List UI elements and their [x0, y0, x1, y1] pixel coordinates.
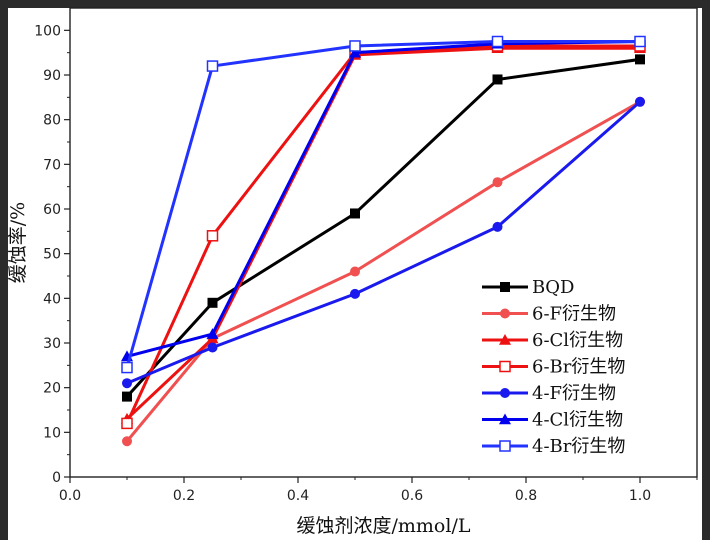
y-tick-label: 40 [43, 291, 61, 307]
axes: 0.0 0.2 0.4 0.6 0.8 1.0 0 10 20 30 40 50 60 70 80 90 100 [34, 7, 698, 504]
x-tick-label: 0.4 [287, 488, 309, 504]
legend-label: 4-Cl衍生物 [532, 410, 623, 431]
legend-item: 4-F衍生物 [482, 383, 616, 404]
x-tick-label: 0.8 [515, 488, 537, 504]
series-4 [122, 96, 645, 389]
data-point [349, 40, 361, 52]
x-tick-label: 0.2 [173, 488, 195, 504]
legend-swatch-marker [500, 308, 510, 319]
data-point [349, 46, 361, 58]
plot-frame [69, 7, 698, 478]
data-point [122, 436, 132, 447]
legend-swatch-marker [499, 413, 511, 425]
data-point [122, 378, 132, 389]
data-point [350, 266, 360, 277]
y-tick-label: 30 [43, 336, 61, 352]
legend-label: 4-F衍生物 [532, 383, 616, 404]
x-tick-label: 0.6 [401, 488, 423, 504]
data-point [206, 60, 219, 72]
legend-label: 6-Cl衍生物 [532, 330, 623, 351]
y-tick-label: 0 [52, 470, 61, 486]
data-point [207, 297, 218, 308]
legend-item: BQD [482, 277, 574, 298]
y-tick-label: 100 [34, 23, 61, 39]
data-point [206, 328, 219, 339]
legend: BQD 6-F衍生物 6-Cl衍生物 6-Br衍生物 4-F衍生物 4-Cl衍生物 4-Br… [482, 277, 625, 457]
data-point [206, 230, 219, 242]
x-axis-title: 缓蚀剂浓度/mmol/L [297, 515, 471, 537]
data-point [350, 208, 360, 219]
legend-swatch-marker [499, 334, 511, 345]
y-tick-label: 90 [43, 68, 61, 84]
y-tick-label: 20 [43, 381, 61, 397]
legend-swatch-marker [499, 360, 511, 373]
x-tick-label: 0.0 [59, 488, 81, 504]
legend-label: 6-Br衍生物 [532, 357, 625, 378]
data-point [122, 391, 132, 402]
y-tick-label: 10 [43, 425, 61, 441]
legend-swatch-marker [500, 388, 510, 398]
data-point [634, 35, 646, 48]
x-tick-label: 1.0 [629, 488, 651, 504]
legend-label: 4-Br衍生物 [532, 436, 625, 457]
legend-swatch-marker [500, 282, 510, 292]
y-tick-label: 80 [43, 113, 61, 129]
data-point [350, 288, 360, 299]
data-point [491, 35, 504, 48]
data-point [492, 177, 503, 188]
data-point [635, 54, 645, 65]
data-point [492, 74, 503, 85]
y-tick-label: 50 [43, 247, 61, 263]
data-point [492, 221, 503, 232]
legend-item: 6-Br衍生物 [482, 357, 625, 378]
series-0 [122, 54, 645, 402]
legend-label: 6-F衍生物 [532, 304, 616, 325]
y-tick-label: 70 [43, 157, 61, 173]
legend-item: 6-Cl衍生物 [482, 330, 623, 351]
data-point [121, 417, 133, 430]
series-6 [121, 35, 646, 374]
legend-item: 4-Br衍生物 [482, 436, 625, 457]
data-point [121, 361, 133, 374]
legend-swatch-marker [499, 440, 511, 452]
y-tick-label: 60 [43, 202, 61, 218]
y-axis-title: 缓蚀率/% [7, 202, 29, 283]
series-layer [121, 35, 646, 447]
data-point [635, 96, 645, 107]
legend-label: BQD [532, 277, 574, 298]
data-point [207, 342, 218, 353]
legend-item: 6-F衍生物 [482, 304, 616, 325]
legend-item: 4-Cl衍生物 [482, 410, 623, 431]
